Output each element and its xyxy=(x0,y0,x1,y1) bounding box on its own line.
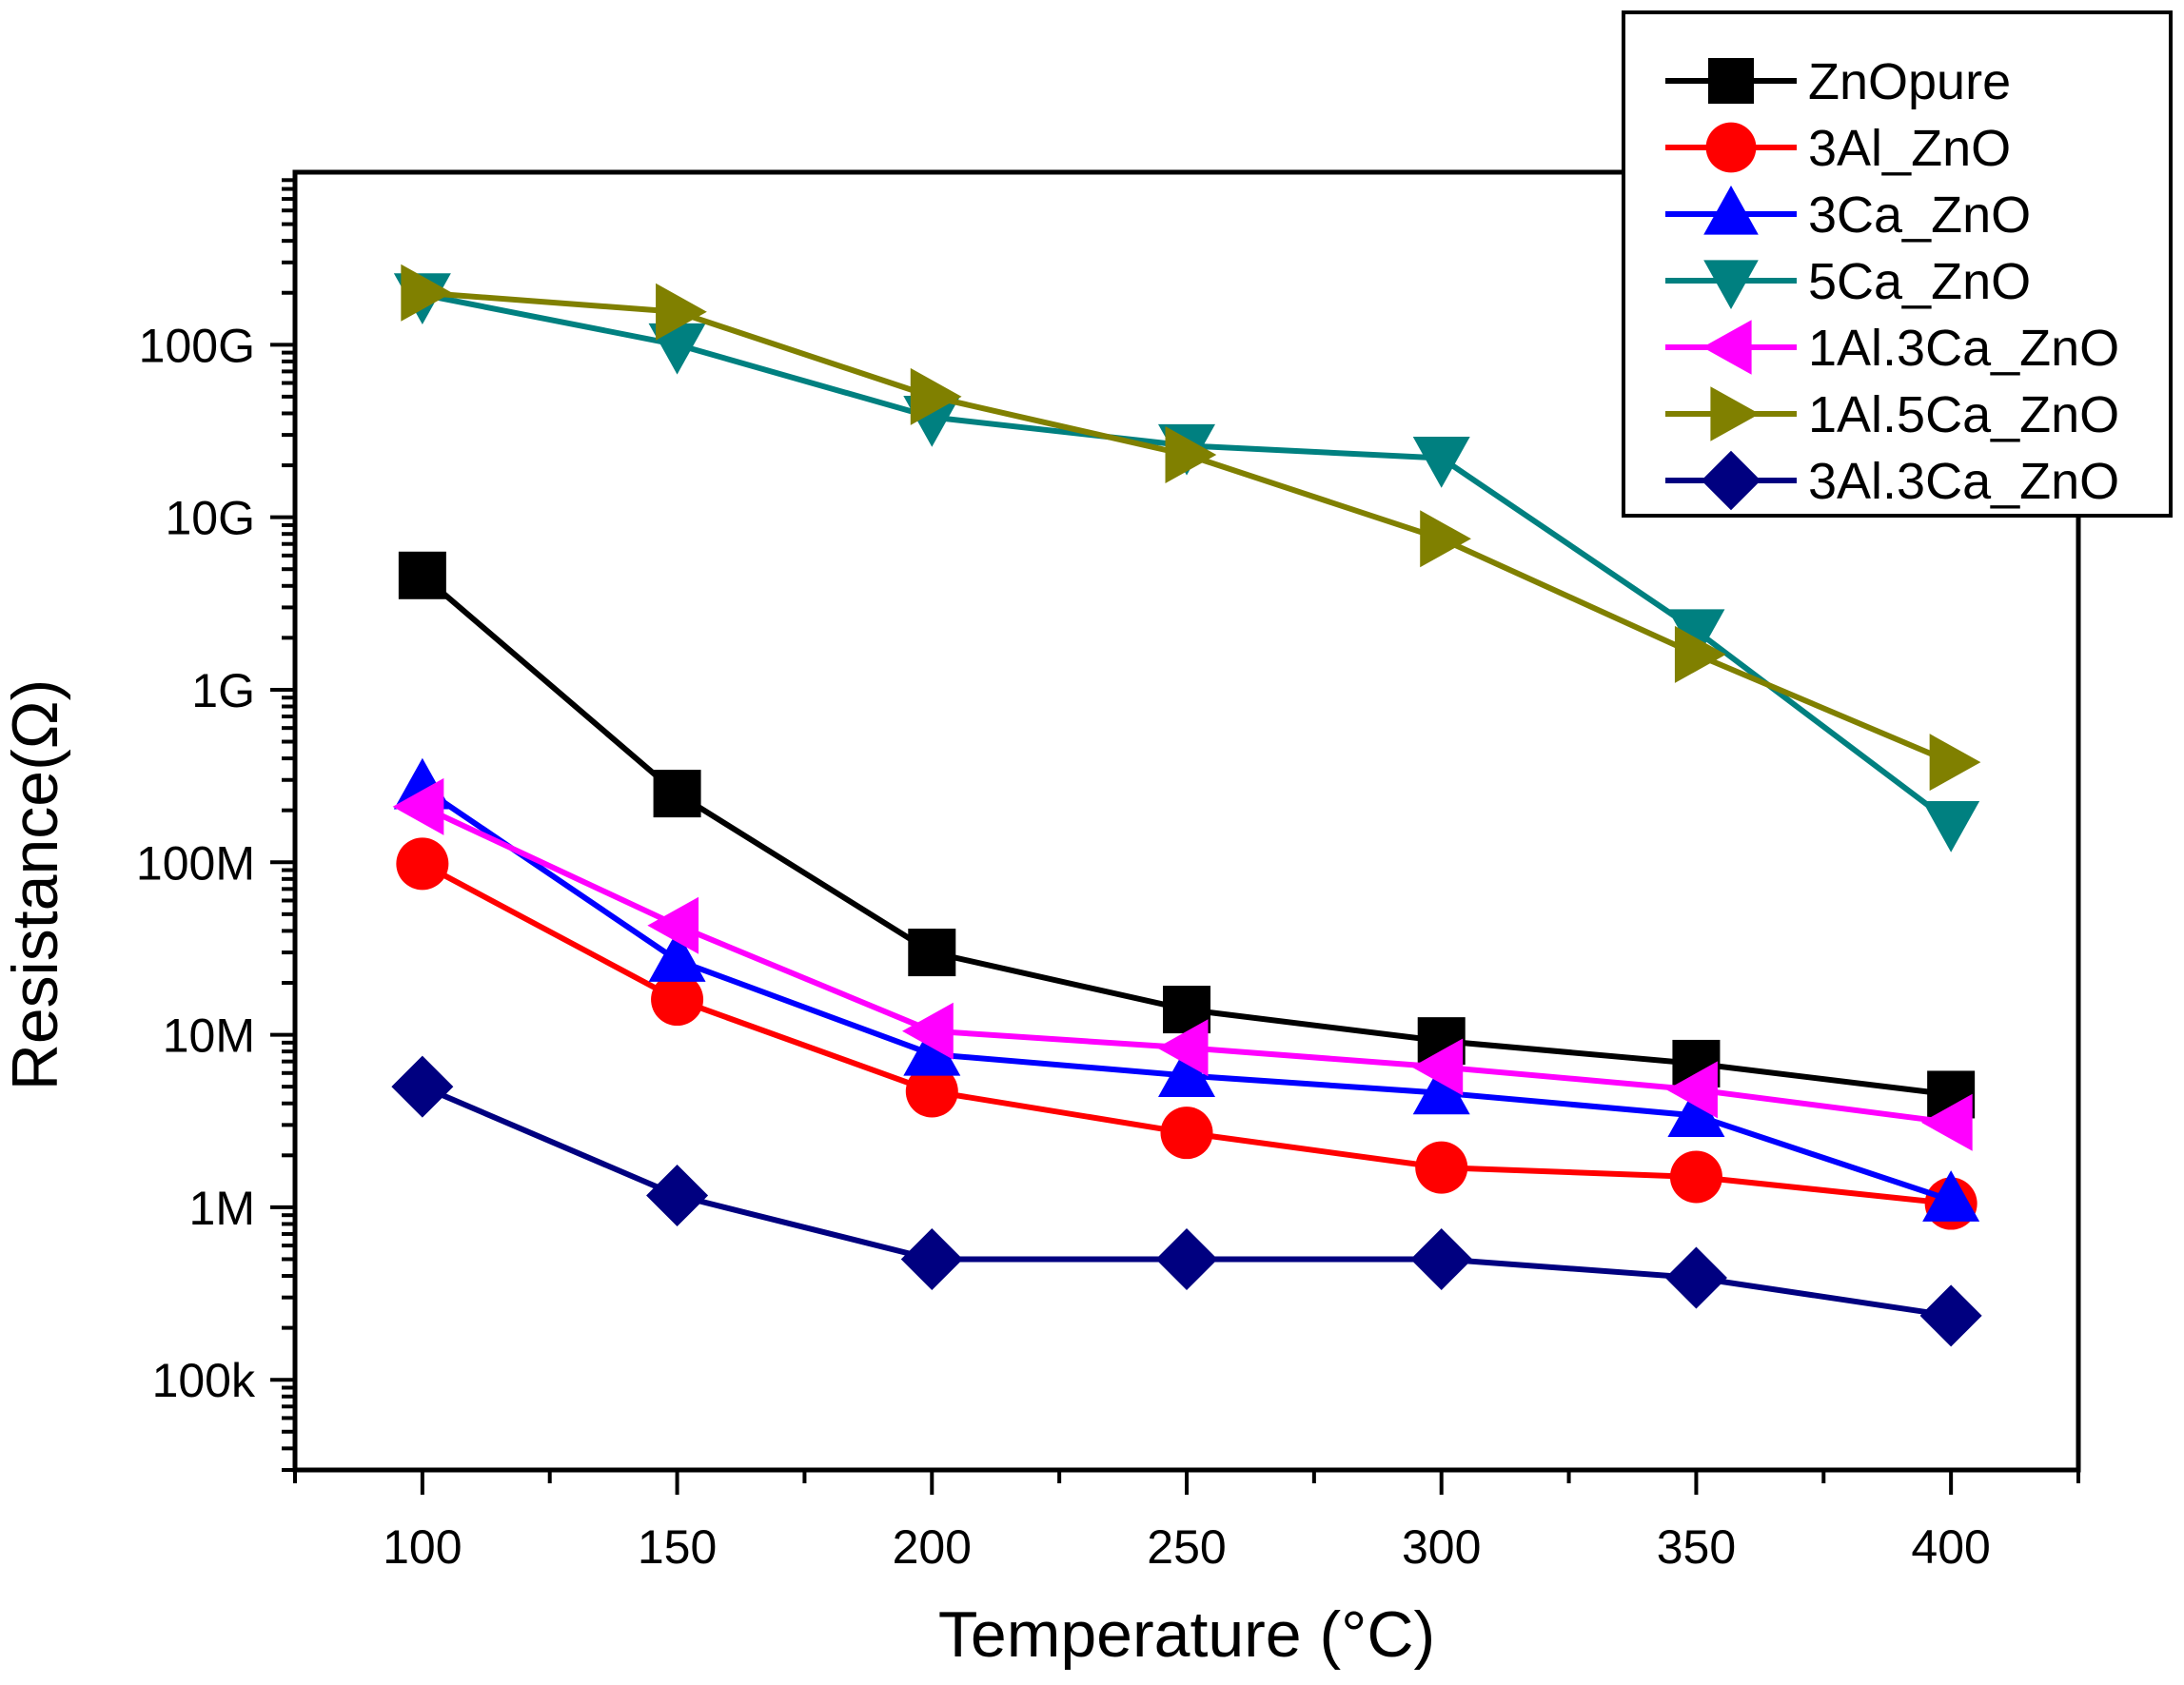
data-point-3ca-zno xyxy=(1667,1086,1725,1138)
axis-layer: 100 150 200 250 300 350 400 100k 1M 10M 100M 1G 10G 1… xyxy=(136,178,2080,1574)
legend-label-1al-3ca-zno: 1Al.3Ca_ZnO xyxy=(1808,320,2119,377)
data-point-3ca-zno xyxy=(1158,1046,1215,1097)
x-axis-title: Temperature (°C) xyxy=(938,1598,1435,1671)
legend: ZnOpure 3Al_ZnO 3Ca_ZnO 5Ca_ZnO 1Al.3Ca_ZnO 1… xyxy=(1622,10,2173,518)
x-tick-label: 250 xyxy=(1147,1520,1226,1574)
legend-marker-3al-3ca-zno xyxy=(1701,450,1761,511)
data-point-znopure xyxy=(398,551,446,599)
data-point-1al-3ca-zno xyxy=(1920,1093,1973,1151)
data-point-1al-3ca-zno xyxy=(1156,1019,1209,1077)
y-tick-label: 10G xyxy=(165,492,255,545)
legend-label-3al-3ca-zno: 3Al.3Ca_ZnO xyxy=(1808,453,2119,510)
x-tick-label: 400 xyxy=(1911,1520,1990,1574)
data-point-3ca-zno xyxy=(903,1024,961,1076)
legend-marker-3ca-zno xyxy=(1703,186,1759,235)
legend-marker-3al-zno xyxy=(1705,122,1757,173)
data-point-5ca-zno xyxy=(1667,609,1725,661)
y-tick-label: 100M xyxy=(136,836,255,890)
y-tick-label: 1G xyxy=(191,664,255,717)
legend-label-1al-5ca-zno: 1Al.5Ca_ZnO xyxy=(1808,386,2119,443)
legend-marker-1al-5ca-zno xyxy=(1710,386,1760,441)
data-point-3al-3ca-zno xyxy=(391,1055,454,1118)
data-point-1al-5ca-zno xyxy=(1674,625,1726,683)
data-point-3al-zno xyxy=(396,837,449,891)
data-point-3al-3ca-zno xyxy=(646,1165,709,1227)
data-point-1al-5ca-zno xyxy=(401,264,453,322)
data-point-3ca-zno xyxy=(648,931,706,982)
legend-marker-5ca-zno xyxy=(1703,260,1759,309)
data-point-1al-3ca-zno xyxy=(1411,1038,1464,1096)
y-tick-label: 10M xyxy=(163,1009,255,1063)
legend-marker-znopure xyxy=(1708,58,1754,104)
data-point-3al-3ca-zno xyxy=(900,1227,963,1290)
data-point-3al-zno xyxy=(1669,1150,1722,1204)
data-point-3al-3ca-zno xyxy=(1155,1227,1218,1290)
series-3al-zno xyxy=(396,837,1977,1230)
data-point-1al-5ca-zno xyxy=(656,283,707,341)
data-point-1al-3ca-zno xyxy=(1666,1061,1718,1119)
data-point-1al-5ca-zno xyxy=(910,367,962,425)
data-point-5ca-zno xyxy=(1922,800,1980,852)
x-tick-label: 300 xyxy=(1402,1520,1481,1574)
legend-label-3ca-zno: 3Ca_ZnO xyxy=(1808,186,2031,244)
y-tick-label: 100G xyxy=(139,319,255,372)
series-1al-5ca-zno xyxy=(401,264,1981,792)
series-1al-3ca-zno xyxy=(392,777,1973,1151)
data-point-znopure xyxy=(653,770,701,818)
series-layer xyxy=(391,264,1982,1347)
data-point-5ca-zno xyxy=(1412,437,1470,488)
y-tick-label: 100k xyxy=(152,1354,256,1407)
legend-label-5ca-zno: 5Ca_ZnO xyxy=(1808,253,2031,310)
series-3al-3ca-zno xyxy=(391,1055,1982,1347)
x-tick-label: 350 xyxy=(1657,1520,1736,1574)
y-axis-title: Resistance(Ω) xyxy=(0,679,71,1091)
data-point-3al-3ca-zno xyxy=(1919,1284,1982,1347)
y-tick-label: 1M xyxy=(189,1182,255,1235)
data-point-3al-zno xyxy=(1160,1107,1213,1160)
data-point-3al-zno xyxy=(1415,1141,1468,1194)
data-point-3al-3ca-zno xyxy=(1410,1227,1473,1290)
data-point-3al-zno xyxy=(905,1065,958,1118)
data-point-3ca-zno xyxy=(1922,1170,1980,1222)
legend-label-znopure: ZnOpure xyxy=(1808,53,2011,110)
x-tick-label: 200 xyxy=(893,1520,972,1574)
x-tick-label: 150 xyxy=(638,1520,717,1574)
data-point-1al-5ca-zno xyxy=(1420,510,1471,568)
data-point-1al-3ca-zno xyxy=(647,896,699,954)
data-point-1al-5ca-zno xyxy=(1165,426,1217,484)
x-tick-label: 100 xyxy=(383,1520,462,1574)
data-point-3al-zno xyxy=(651,973,704,1027)
legend-marker-1al-3ca-zno xyxy=(1702,320,1752,375)
data-point-1al-5ca-zno xyxy=(1929,734,1981,792)
data-point-3al-3ca-zno xyxy=(1664,1246,1727,1309)
data-point-znopure xyxy=(908,929,956,977)
data-point-1al-3ca-zno xyxy=(902,1002,954,1060)
data-point-3ca-zno xyxy=(1412,1063,1470,1115)
data-point-1al-3ca-zno xyxy=(392,777,444,835)
legend-label-3al-zno: 3Al_ZnO xyxy=(1808,120,2011,177)
